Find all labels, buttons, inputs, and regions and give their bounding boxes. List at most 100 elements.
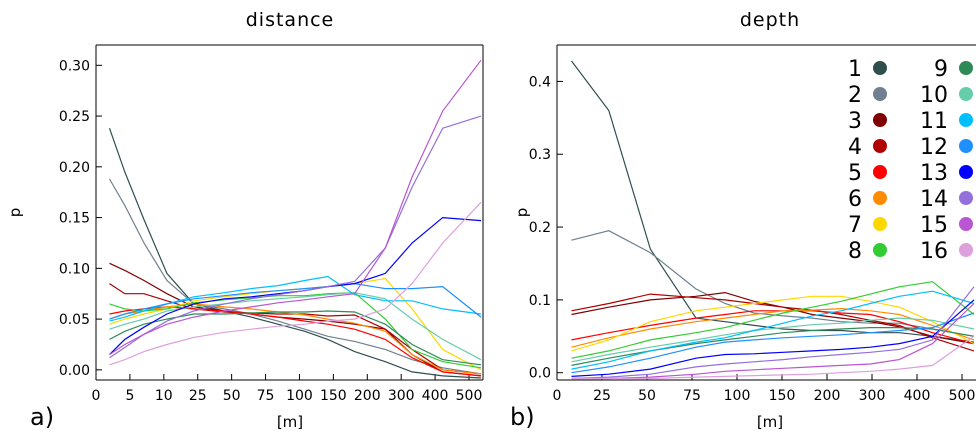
series-line-11 [571, 290, 975, 370]
x-tick-label: 500 [949, 388, 976, 404]
series-line-15 [109, 59, 482, 356]
y-tick-label: 0.0 [529, 366, 551, 382]
y-tick-label: 0.30 [59, 58, 90, 74]
series-line-12 [571, 312, 975, 374]
series-line-5 [109, 306, 482, 377]
legend-label: 5 [848, 161, 862, 186]
series-line-6 [571, 307, 975, 348]
series-line-4 [571, 293, 975, 352]
x-tick-label: 0 [553, 388, 562, 404]
x-tick-label: 100 [286, 388, 313, 404]
legend-label: 14 [920, 187, 948, 212]
legend-marker [959, 87, 973, 101]
x-tick-label: 10 [155, 388, 173, 404]
legend-marker [873, 139, 887, 153]
y-tick-label: 0.05 [59, 312, 90, 328]
panel-label: b) [510, 403, 535, 431]
series-line-1 [108, 128, 482, 379]
series-line-13 [109, 216, 482, 356]
series-line-16 [109, 201, 482, 366]
legend-label: 4 [848, 135, 862, 160]
legend-marker [873, 243, 887, 257]
panel-label: a) [30, 403, 54, 431]
legend-label: 3 [848, 109, 862, 134]
x-tick-label: 300 [859, 388, 886, 404]
series-lines [108, 59, 482, 379]
y-tick-label: 0.00 [59, 363, 90, 379]
legend-marker [959, 191, 973, 205]
legend-marker [873, 191, 887, 205]
series-lines [571, 60, 975, 380]
legend-label: 2 [848, 83, 862, 108]
legend-marker [959, 243, 973, 257]
series-line-15 [571, 303, 975, 380]
series-line-7 [571, 295, 975, 352]
legend-label: 7 [848, 213, 862, 238]
x-tick-label: 150 [320, 388, 347, 404]
x-tick-label: 50 [638, 388, 656, 404]
x-axis-label: [m] [277, 413, 303, 431]
x-tick-label: 100 [724, 388, 751, 404]
legend-label: 15 [920, 213, 948, 238]
series-line-13 [571, 299, 975, 377]
legend-label: 16 [920, 239, 948, 264]
x-tick-label: 25 [189, 388, 207, 404]
legend-label: 1 [848, 57, 862, 82]
x-tick-label: 75 [257, 388, 275, 404]
legend-marker [959, 113, 973, 127]
x-tick-label: 5 [125, 388, 134, 404]
series-line-11 [109, 275, 482, 322]
y-axis-label: p [513, 208, 531, 218]
series-line-14 [109, 115, 482, 359]
series-line-3 [571, 291, 975, 345]
legend-marker [959, 217, 973, 231]
series-line-4 [109, 283, 482, 375]
x-tick-label: 200 [354, 388, 381, 404]
legend-marker [959, 139, 973, 153]
legend-marker [873, 61, 887, 75]
y-tick-label: 0.25 [59, 109, 90, 125]
x-tick-label: 75 [683, 388, 701, 404]
legend-label: 11 [920, 109, 948, 134]
x-tick-label: 300 [388, 388, 415, 404]
series-line-10 [109, 292, 482, 361]
x-tick-label: 200 [814, 388, 841, 404]
series-line-10 [571, 317, 975, 363]
legend-label: 12 [920, 135, 948, 160]
x-tick-label: 500 [456, 388, 483, 404]
x-tick-label: 400 [422, 388, 449, 404]
y-tick-label: 0.2 [529, 220, 551, 236]
series-line-14 [571, 286, 975, 380]
legend-label: 8 [848, 239, 862, 264]
y-axis-label: p [6, 208, 24, 218]
x-axis-label: [m] [757, 413, 783, 431]
y-tick-label: 0.15 [59, 211, 90, 227]
legend-marker [959, 61, 973, 75]
legend-label: 13 [920, 161, 948, 186]
x-tick-label: 50 [223, 388, 241, 404]
series-line-8 [571, 281, 975, 359]
y-tick-label: 0.10 [59, 261, 90, 277]
series-line-2 [108, 178, 482, 375]
y-tick-label: 0.20 [59, 160, 90, 176]
y-tick-label: 0.1 [529, 293, 551, 309]
legend-marker [959, 165, 973, 179]
legend-label: 9 [934, 57, 948, 82]
x-tick-label: 400 [904, 388, 931, 404]
legend-marker [873, 217, 887, 231]
legend-label: 6 [848, 187, 862, 212]
legend-label: 10 [920, 83, 948, 108]
legend-marker [873, 165, 887, 179]
series-line-8 [109, 292, 482, 369]
series-line-12 [109, 282, 482, 320]
y-tick-label: 0.4 [529, 74, 551, 90]
x-tick-label: 150 [769, 388, 796, 404]
legend-marker [873, 113, 887, 127]
series-line-16 [571, 335, 975, 380]
legend-marker [873, 87, 887, 101]
chart-title: distance [246, 9, 335, 31]
y-tick-label: 0.3 [529, 147, 551, 163]
